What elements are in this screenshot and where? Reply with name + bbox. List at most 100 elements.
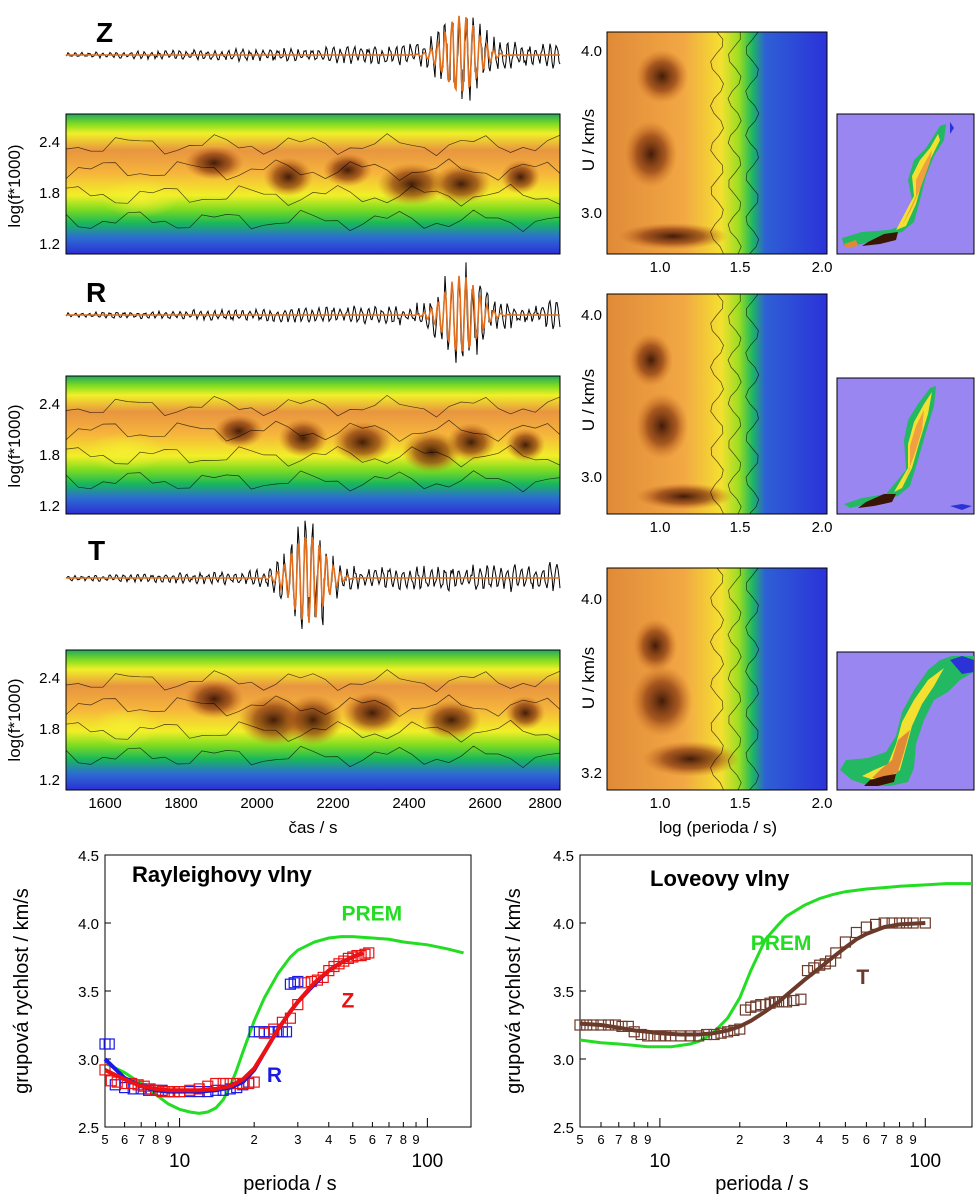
- xtick-minor-label: 9: [910, 1132, 917, 1147]
- velocity-ytick: 3.0: [581, 469, 602, 486]
- ftan-ytick: 2.4: [39, 134, 60, 151]
- period-xtick: 1.5: [730, 795, 751, 812]
- ftan-panel-r: [65, 375, 561, 515]
- velocity-ylabel-r: U / km/s: [579, 369, 598, 431]
- period-xtick: 1.0: [650, 519, 671, 536]
- data-point: [284, 978, 296, 990]
- filter-panel-z: [836, 113, 975, 255]
- filter-panel-t: [836, 651, 975, 791]
- xtick-minor-label: 4: [816, 1132, 823, 1147]
- data-point: [311, 974, 323, 986]
- xtick-minor-label: 6: [863, 1132, 870, 1147]
- love-axis-ticks: 4.54.03.53.02.55 6 7 8 9 2 3 4 5 6 7 8 910 100: [553, 848, 941, 1172]
- time-xtick: 1800: [164, 795, 197, 812]
- period-xtick: 1.5: [730, 259, 751, 276]
- love-xlabel: perioda / s: [715, 1173, 808, 1195]
- xtick-minor-label: 8: [400, 1132, 407, 1147]
- love-ylabel: grupová rychlost / km/s: [503, 888, 525, 1094]
- xtick-minor-label: 8: [152, 1132, 159, 1147]
- period-xtick: 1.5: [730, 519, 751, 536]
- series-line: [579, 921, 926, 1037]
- period-xtick: 1.0: [650, 795, 671, 812]
- data-point: [103, 1038, 115, 1050]
- seismogram-z: [65, 17, 561, 101]
- seismograms: [65, 15, 561, 629]
- ytick-label: 2.5: [78, 1120, 99, 1137]
- period-xtick: 2.0: [812, 259, 833, 276]
- xtick-minor-label: 6: [121, 1132, 128, 1147]
- component-label-r: R: [86, 277, 106, 308]
- rayleigh-chart: 4.54.03.53.02.55 6 7 8 9 2 3 4 5 6 7 8 910 100 Raylei…: [11, 848, 472, 1195]
- xtick-minor-label: 5: [349, 1132, 356, 1147]
- ytick-label: 3.0: [553, 1052, 574, 1069]
- period-xtick: 2.0: [812, 795, 833, 812]
- ftan-ylabel-z: log(f*1000): [5, 144, 24, 227]
- xtick-minor-label: 7: [385, 1132, 392, 1147]
- ytick-label: 2.5: [553, 1120, 574, 1137]
- xtick-minor-label: 5: [101, 1132, 108, 1147]
- ftan-ytick: 1.8: [39, 721, 60, 738]
- time-xtick: 2800: [528, 795, 561, 812]
- time-xticks: 1600 1800 2000 2200 2400 2600 2800: [88, 795, 561, 812]
- ftan-yticks-z: 2.4 1.8 1.2: [39, 134, 60, 253]
- ftan-ytick: 2.4: [39, 670, 60, 687]
- velocity-ytick: 4.0: [581, 43, 602, 60]
- xtick-major-label: 100: [909, 1151, 941, 1172]
- xtick-minor-label: 7: [615, 1132, 622, 1147]
- ftan-ytick: 1.8: [39, 185, 60, 202]
- series-line: [579, 882, 972, 1049]
- xtick-minor-label: 2: [736, 1132, 743, 1147]
- series-line: [104, 951, 364, 1093]
- velocity-panel-t: [606, 567, 828, 791]
- data-point: [99, 1064, 111, 1076]
- xtick-minor-label: 6: [369, 1132, 376, 1147]
- love-chart-title: Loveovy vlny: [650, 866, 790, 891]
- component-label-t: T: [88, 535, 105, 566]
- rayleigh-data-marks: [99, 935, 464, 1115]
- filtered-seismogram-r: [66, 275, 560, 352]
- component-label-z: Z: [96, 17, 113, 48]
- xtick-major-label: 10: [649, 1151, 670, 1172]
- xtick-minor-label: 7: [138, 1132, 145, 1147]
- ftan-ytick: 1.8: [39, 447, 60, 464]
- xtick-minor-label: 9: [644, 1132, 651, 1147]
- time-xtick: 2400: [392, 795, 425, 812]
- velocity-ytick: 4.0: [581, 307, 602, 324]
- rayleigh-xlabel: perioda / s: [243, 1173, 336, 1195]
- time-xtick: 2600: [468, 795, 501, 812]
- love-chart: 4.54.03.53.02.55 6 7 8 9 2 3 4 5 6 7 8 910 100 Loveov…: [503, 848, 973, 1195]
- xtick-minor-label: 3: [294, 1132, 301, 1147]
- velocity-panel-r: [606, 293, 828, 515]
- xtick-minor-label: 9: [412, 1132, 419, 1147]
- ytick-label: 4.5: [553, 848, 574, 865]
- xtick-minor-label: 9: [165, 1132, 172, 1147]
- period-xtick: 2.0: [812, 519, 833, 536]
- ftan-ytick: 1.2: [39, 772, 60, 789]
- rayleigh-r-label: R: [267, 1064, 282, 1087]
- velocity-ytick: 3.0: [581, 205, 602, 222]
- love-plot-frame: [579, 854, 973, 1128]
- ftan-ylabel-r: log(f*1000): [5, 404, 24, 487]
- ftan-ytick: 1.2: [39, 498, 60, 515]
- love-data-marks: [574, 882, 972, 1049]
- period-xlabel: log (perioda / s): [659, 818, 777, 837]
- velocity-ytick: 3.2: [581, 765, 602, 782]
- data-point: [292, 975, 304, 988]
- ytick-label: 3.5: [78, 984, 99, 1001]
- xtick-minor-label: 8: [896, 1132, 903, 1147]
- xtick-minor-label: 7: [881, 1132, 888, 1147]
- data-point: [363, 947, 375, 959]
- xtick-minor-label: 3: [783, 1132, 790, 1147]
- ytick-label: 4.0: [78, 916, 99, 933]
- xtick-minor-label: 8: [631, 1132, 638, 1147]
- ftan-ylabel-t: log(f*1000): [5, 678, 24, 761]
- filter-panel-r: [836, 377, 975, 515]
- xtick-minor-label: 4: [325, 1132, 332, 1147]
- velocity-panel-z: [606, 31, 828, 255]
- rayleigh-z-label: Z: [341, 989, 354, 1012]
- time-xlabel: čas / s: [288, 818, 337, 837]
- period-xtick: 1.0: [650, 259, 671, 276]
- xtick-major-label: 10: [169, 1151, 190, 1172]
- time-xtick: 1600: [88, 795, 121, 812]
